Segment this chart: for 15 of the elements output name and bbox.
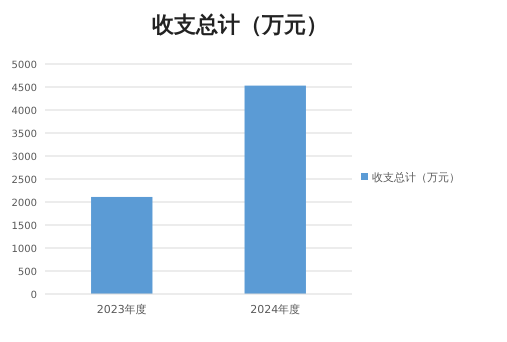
y-tick-label: 1500 bbox=[12, 221, 37, 232]
y-tick-label: 5000 bbox=[12, 60, 37, 71]
y-tick-label: 2000 bbox=[12, 198, 37, 209]
x-tick-label: 2024年度 bbox=[250, 303, 300, 316]
legend-label: 收支总计（万元） bbox=[372, 171, 460, 184]
x-tick-label: 2023年度 bbox=[96, 303, 147, 316]
chart-title: 收支总计（万元） bbox=[152, 13, 328, 38]
y-tick-label: 4500 bbox=[12, 83, 37, 94]
y-tick-label: 4000 bbox=[12, 106, 37, 117]
y-tick-label: 1000 bbox=[12, 244, 37, 255]
y-tick-label: 3000 bbox=[12, 152, 37, 163]
y-tick-label: 3500 bbox=[12, 129, 37, 140]
y-tick-label: 0 bbox=[30, 290, 37, 301]
y-tick-label: 2500 bbox=[12, 175, 37, 186]
y-tick-label: 500 bbox=[18, 267, 37, 278]
